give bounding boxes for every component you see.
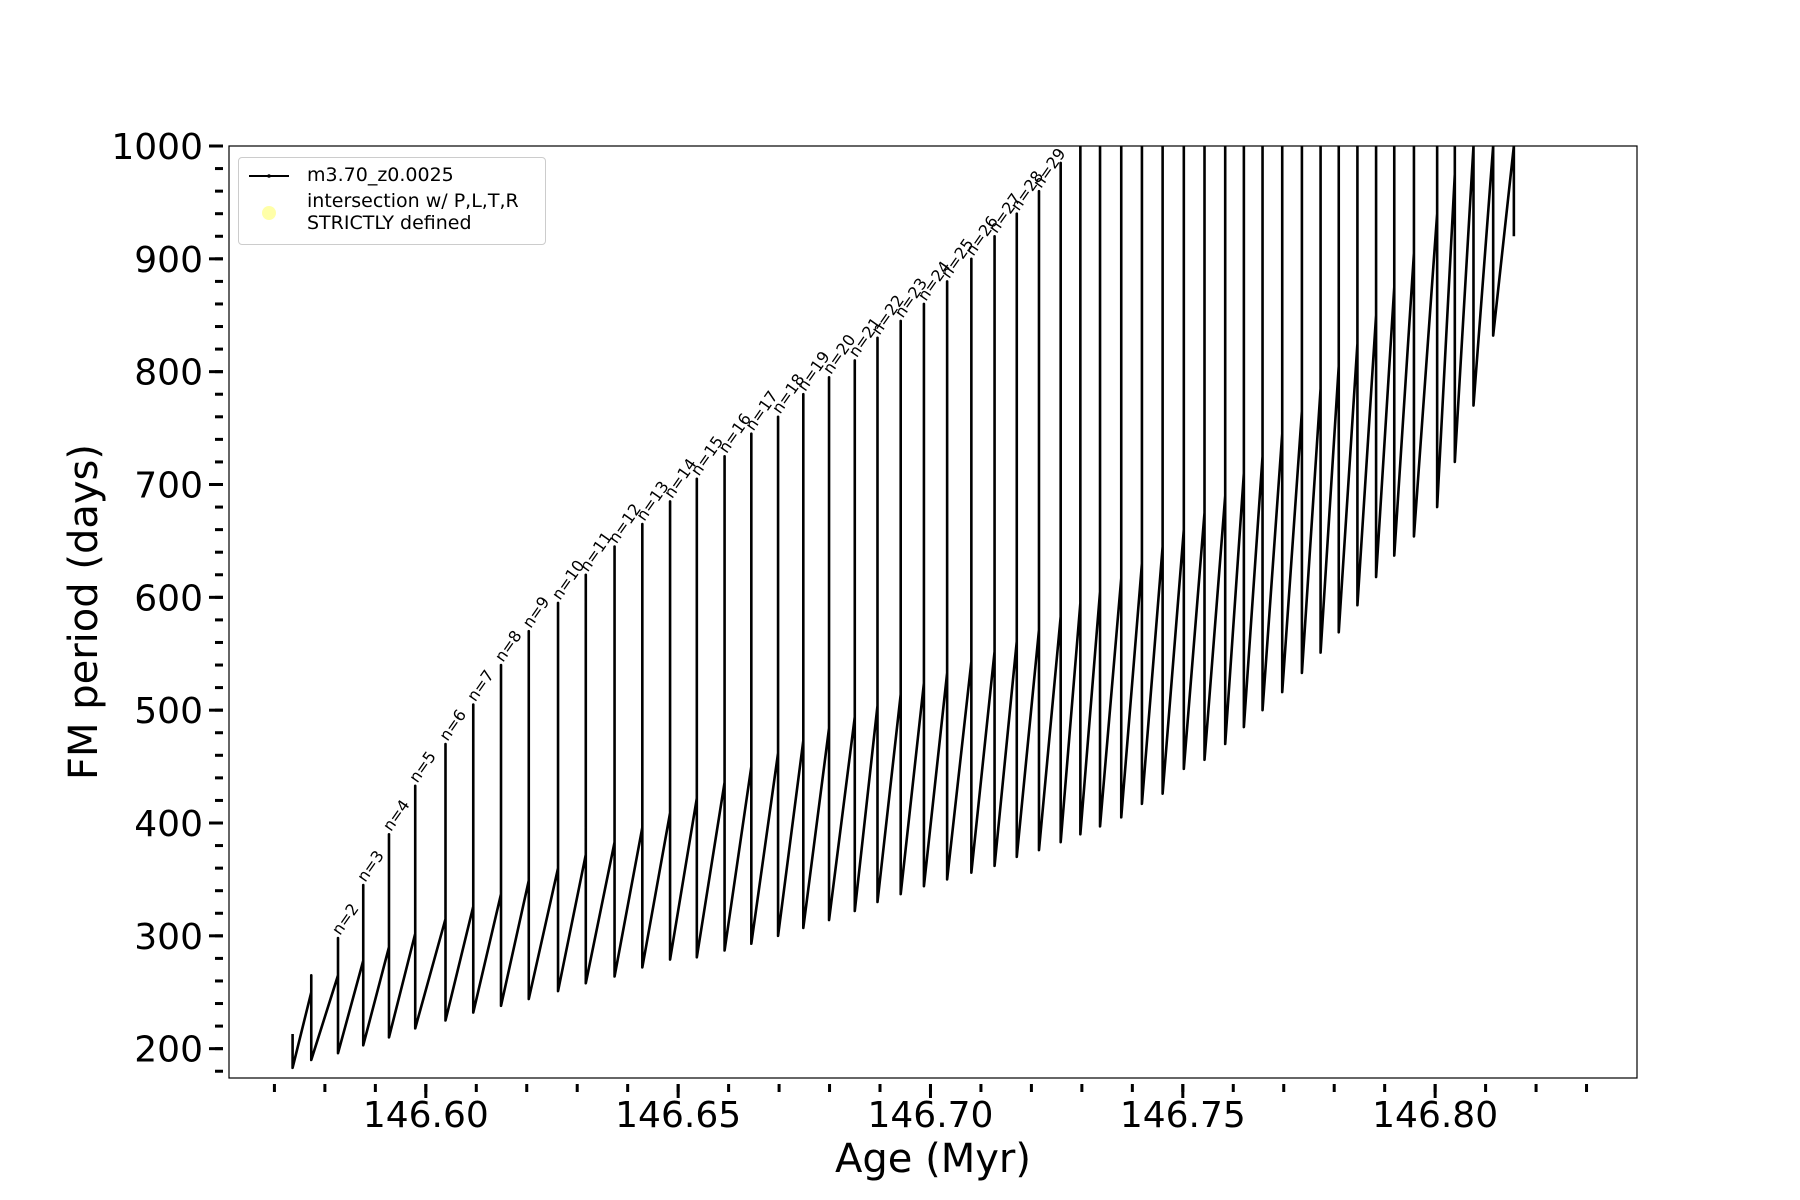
x-tick-label: 146.80	[1372, 1095, 1498, 1136]
legend-swatch	[249, 174, 289, 178]
y-axis-label: FM period (days)	[61, 444, 107, 780]
pulse-annotation: n=2	[328, 900, 363, 939]
legend-marker	[267, 174, 271, 178]
x-tick-label: 146.65	[615, 1095, 741, 1136]
pulse-annotation: n=7	[463, 666, 498, 705]
legend-swatch	[262, 206, 276, 220]
y-tick-label: 400	[134, 804, 203, 845]
plot-area	[291, 146, 1516, 1070]
pulse-annotation: n=9	[518, 593, 553, 632]
legend-label: intersection w/ P,L,T,R STRICTLY defined	[307, 190, 519, 234]
plot-frame	[228, 145, 1638, 1079]
pulse-annotation: n=6	[435, 706, 470, 745]
pulse-annotation: n=8	[491, 627, 526, 666]
pulse-annotation: n=29	[1029, 145, 1070, 192]
y-tick-label: 500	[134, 691, 203, 732]
data-line	[291, 146, 1516, 1070]
legend-marker	[262, 206, 276, 220]
x-tick-label: 146.75	[1120, 1095, 1246, 1136]
x-tick-label: 146.60	[363, 1095, 489, 1136]
y-tick-label: 300	[134, 917, 203, 958]
y-tick-label: 200	[134, 1030, 203, 1071]
y-tick-label: 800	[134, 353, 203, 394]
y-tick-label: 900	[134, 240, 203, 281]
pulse-annotation: n=4	[379, 796, 414, 835]
y-tick-label: 600	[134, 578, 203, 619]
pulse-annotation: n=5	[405, 748, 440, 787]
pulse-annotation: n=3	[353, 847, 388, 886]
y-tick-label: 700	[134, 465, 203, 506]
y-tick-label: 1000	[111, 127, 203, 168]
x-axis-label: Age (Myr)	[835, 1136, 1031, 1182]
legend-label: m3.70_z0.0025	[307, 164, 454, 186]
x-tick-label: 146.70	[867, 1095, 993, 1136]
legend: m3.70_z0.0025 intersection w/ P,L,T,R STR…	[238, 157, 546, 245]
